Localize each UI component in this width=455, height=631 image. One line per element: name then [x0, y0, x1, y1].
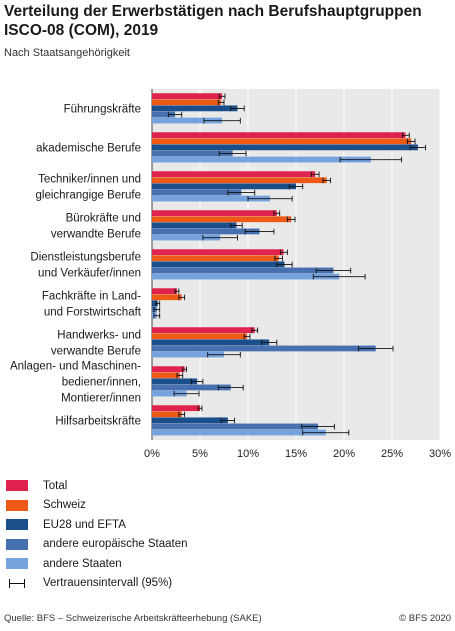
bar — [152, 210, 277, 217]
x-tick-label: 20% — [333, 448, 355, 460]
bar — [152, 195, 271, 202]
bar — [152, 156, 371, 163]
category-label: Führungskräfte — [64, 104, 141, 116]
bar — [152, 171, 316, 178]
bar — [152, 351, 224, 358]
legend-swatch — [6, 519, 28, 531]
bar — [152, 372, 180, 379]
bar — [152, 255, 279, 262]
bar — [152, 93, 223, 100]
bar — [152, 261, 285, 268]
bar — [152, 345, 376, 352]
bar — [152, 378, 198, 385]
x-tick-label: 25% — [381, 448, 403, 460]
bar — [152, 327, 255, 334]
legend-label: Total — [43, 479, 68, 492]
bar — [152, 234, 221, 241]
bar — [152, 117, 223, 124]
bar — [152, 144, 418, 151]
source-note: Quelle: BFS – Schweizerische Arbeitskräf… — [4, 613, 262, 624]
bar — [152, 138, 412, 145]
legend-label: Vertrauensintervall (95%) — [43, 577, 173, 590]
x-tick-label: 30% — [429, 448, 451, 460]
legend-item: andere Staaten — [6, 554, 188, 574]
bar — [152, 300, 158, 307]
bar — [152, 405, 200, 412]
bar — [152, 288, 177, 295]
bar — [152, 132, 406, 139]
chart-title-line-2: ISCO-08 (COM), 2019 — [4, 22, 159, 39]
legend-item: andere europäische Staaten — [6, 535, 188, 555]
category-label: Dienstleistungsberufe und Verkäufer/innen — [30, 252, 141, 280]
bar — [152, 222, 237, 229]
category-label: Fachkräfte in Land-und Forstwirtschaft — [42, 291, 142, 319]
bar — [152, 111, 176, 118]
x-tick-label: 15% — [285, 448, 307, 460]
chart-title-line-1: Verteilung der Erwerbstätigen nach Beruf… — [4, 3, 422, 20]
legend-swatch — [6, 558, 28, 570]
bar — [152, 216, 292, 223]
bar-chart: 0% 5% 10% 15% 20% 25% 30% Führungskräfte akademi… — [10, 89, 451, 460]
bar — [152, 249, 284, 256]
bar — [152, 366, 185, 373]
bar — [152, 417, 228, 424]
bar — [152, 390, 187, 397]
bar — [152, 333, 248, 340]
legend-label: EU28 und EFTA — [43, 518, 126, 531]
legend-label: Schweiz — [43, 499, 86, 512]
legend-swatch — [6, 480, 28, 492]
category-label: akademische Berufe — [36, 143, 141, 155]
chart-legend: Total Schweiz EU28 und EFTA andere europäis… — [6, 476, 188, 593]
bar — [152, 183, 296, 190]
chart-subtitle: Nach Staatsangehörigkeit — [4, 47, 130, 59]
bar — [152, 177, 327, 184]
legend-item: Schweiz — [6, 496, 188, 516]
legend-swatch — [6, 499, 28, 511]
chart-title: Verteilung der Erwerbstätigen nach Beruf… — [4, 2, 454, 40]
category-label: Handwerks- und verwandte Berufe — [51, 330, 141, 358]
bar — [152, 267, 334, 274]
bar — [152, 429, 326, 436]
category-label: Anlagen- und Maschinen-bediener/innen, Mo… — [10, 361, 141, 405]
bar — [152, 150, 233, 157]
legend-swatch — [6, 538, 28, 550]
bar — [152, 99, 222, 106]
footer: Quelle: BFS – Schweizerische Arbeitskräf… — [4, 613, 451, 624]
legend-item-ci: Vertrauensintervall (95%) — [6, 574, 188, 594]
category-label: Techniker/innen und gleichrangige Berufe — [36, 174, 142, 202]
bar — [152, 105, 238, 112]
bar — [152, 228, 260, 235]
bar — [152, 294, 182, 301]
legend-item: Total — [6, 476, 188, 496]
bar — [152, 339, 270, 346]
copyright-note: © BFS 2020 — [399, 613, 451, 624]
bar — [152, 384, 231, 391]
bar — [152, 423, 319, 430]
x-tick-label: 10% — [237, 448, 259, 460]
category-label: Hilfsarbeitskräfte — [55, 416, 141, 428]
x-tick-label: 0% — [144, 448, 160, 460]
x-tick-label: 5% — [192, 448, 208, 460]
bar — [152, 273, 340, 280]
bar — [152, 189, 242, 196]
confidence-interval-icon — [6, 578, 28, 589]
legend-label: andere europäische Staaten — [43, 538, 188, 551]
bar — [152, 411, 182, 418]
category-label: Bürokräfte und verwandte Berufe — [51, 213, 141, 241]
legend-label: andere Staaten — [43, 557, 122, 570]
legend-item: EU28 und EFTA — [6, 515, 188, 535]
